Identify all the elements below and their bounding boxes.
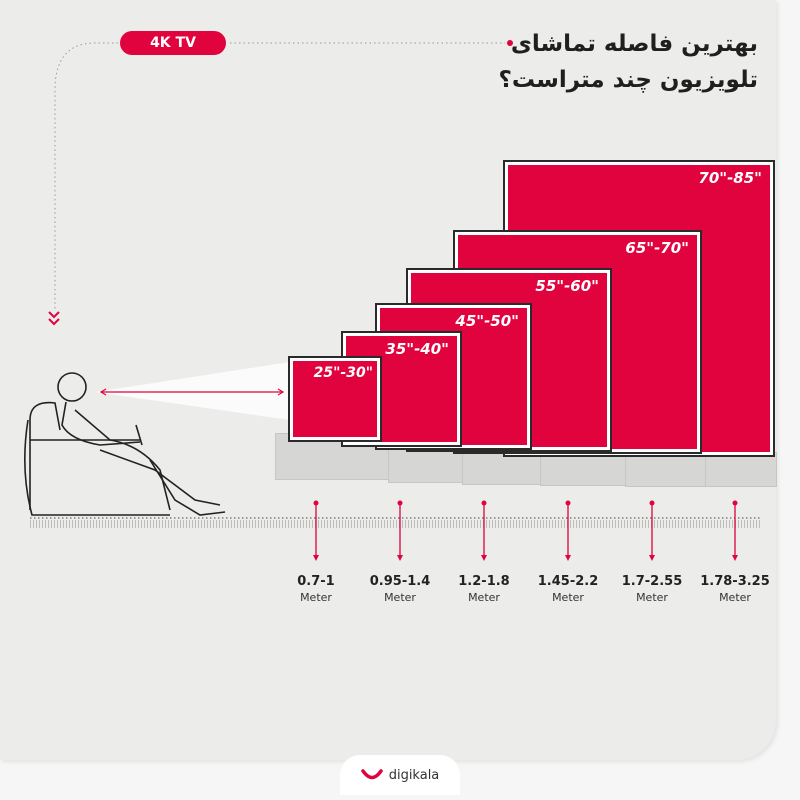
distance-arrow bbox=[649, 500, 655, 561]
brand-name: digikala bbox=[388, 767, 440, 783]
distance-arrow bbox=[313, 500, 319, 561]
distance-label: 0.95-1.4 Meter bbox=[369, 574, 431, 604]
tv-size-label: 65"-70" bbox=[625, 239, 689, 257]
title-line-2: تلویزیون چند متراست؟ bbox=[498, 67, 758, 93]
tv-size-label: 55"-60" bbox=[535, 277, 599, 295]
guide-dotted-line-left bbox=[54, 42, 118, 310]
tv-size-label: 35"-40" bbox=[385, 340, 449, 358]
distance-label: 0.7-1 Meter bbox=[297, 574, 335, 604]
title-line-1: بهترین فاصله تماشای bbox=[510, 31, 758, 57]
tv-25-30: 25"-30" bbox=[288, 356, 382, 442]
4k-tv-badge: 4K TV bbox=[120, 31, 226, 55]
tv-stand bbox=[625, 450, 712, 487]
tv-size-label: 45"-50" bbox=[455, 312, 519, 330]
view-beam bbox=[95, 362, 290, 420]
chevron-down-icon bbox=[48, 311, 60, 326]
distance-arrow bbox=[397, 500, 403, 561]
tv-size-label: 70"-85" bbox=[698, 169, 762, 187]
distance-label: 1.2-1.8 Meter bbox=[458, 574, 510, 604]
distance-arrow bbox=[565, 500, 571, 561]
page-title: بهترین فاصله تماشای تلویزیون چند متراست؟ bbox=[438, 26, 758, 98]
digikala-smile-icon bbox=[360, 769, 383, 780]
distance-arrow bbox=[481, 500, 487, 561]
distance-label: 1.7-2.55 Meter bbox=[621, 574, 683, 604]
digikala-logo: digikala bbox=[340, 755, 460, 795]
viewer-in-armchair-illustration bbox=[24, 372, 226, 516]
tv-size-label: 25"-30" bbox=[313, 365, 373, 381]
tv-stand bbox=[705, 452, 777, 487]
title-dot bbox=[507, 40, 513, 46]
distance-label: 1.78-3.25 Meter bbox=[700, 574, 770, 604]
distance-arrow bbox=[732, 500, 738, 561]
floor-ruler bbox=[30, 517, 760, 528]
distance-label: 1.45-2.2 Meter bbox=[537, 574, 599, 604]
